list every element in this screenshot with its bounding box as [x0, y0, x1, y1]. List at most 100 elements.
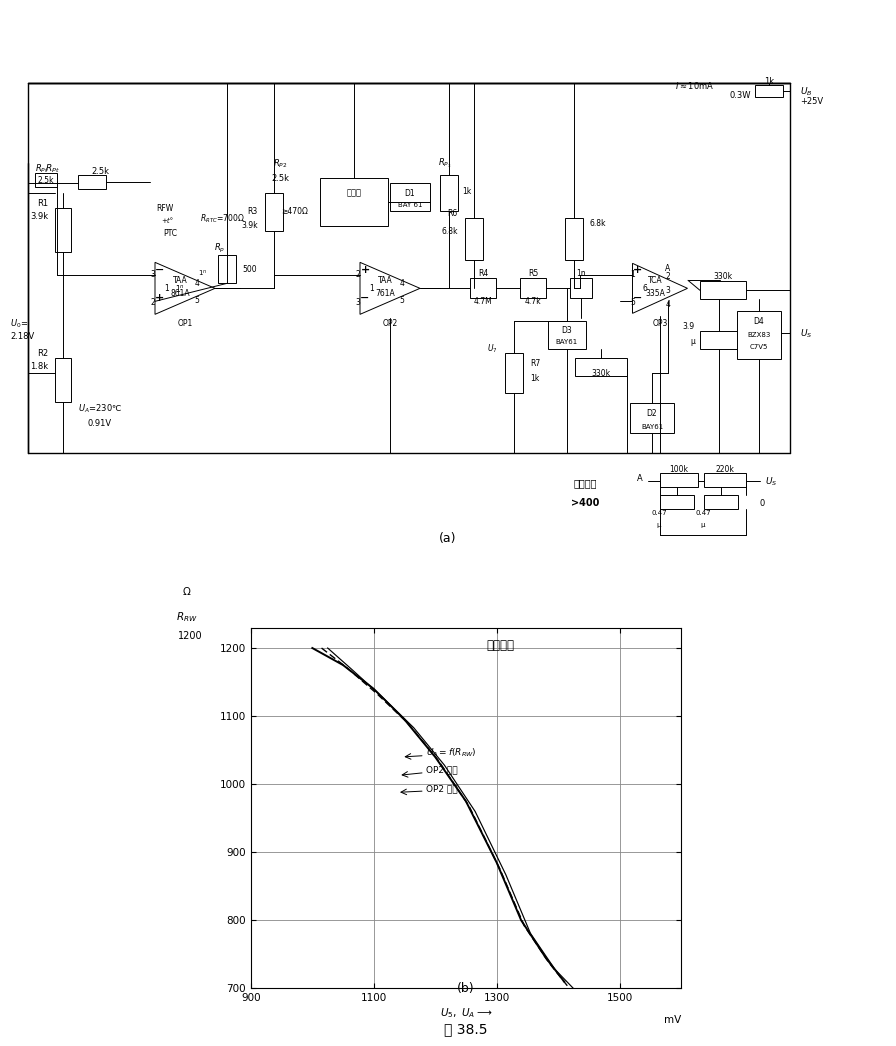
- Text: 220k: 220k: [716, 464, 735, 474]
- Bar: [704, 496, 738, 509]
- Text: C7V5: C7V5: [750, 344, 768, 350]
- Text: R6: R6: [448, 209, 458, 218]
- Text: 2.5k: 2.5k: [91, 167, 109, 176]
- Text: 2: 2: [356, 270, 360, 279]
- Text: 5: 5: [631, 298, 635, 306]
- Text: 6.8k: 6.8k: [442, 227, 458, 235]
- Text: RFW: RFW: [157, 204, 174, 212]
- Text: 761A: 761A: [375, 289, 395, 298]
- Text: $U_A$=230℃: $U_A$=230℃: [78, 402, 122, 414]
- Text: +: +: [633, 266, 642, 275]
- Text: 1n: 1n: [576, 269, 586, 278]
- Text: 2.5k: 2.5k: [271, 174, 289, 183]
- Text: OP1: OP1: [177, 319, 193, 327]
- Text: 4.7k: 4.7k: [525, 297, 541, 305]
- Text: $R_{P2}$: $R_{P2}$: [272, 157, 288, 169]
- Text: BAY61: BAY61: [641, 425, 663, 430]
- Text: 電路特性: 電路特性: [487, 639, 514, 653]
- Text: 濾波系數: 濾波系數: [573, 478, 597, 488]
- Text: 3.9: 3.9: [683, 322, 695, 331]
- Bar: [755, 86, 783, 97]
- Bar: [320, 178, 388, 226]
- Text: 330k: 330k: [591, 369, 610, 378]
- Text: $R_{Pt}$: $R_{Pt}$: [35, 162, 49, 175]
- Text: $1^n$: $1^n$: [175, 282, 185, 294]
- Text: A: A: [666, 264, 670, 273]
- Text: Ω: Ω: [183, 587, 190, 597]
- Text: R1: R1: [37, 199, 48, 208]
- Text: 100k: 100k: [669, 464, 688, 474]
- Text: $1^n$: $1^n$: [198, 269, 208, 278]
- Text: TCA: TCA: [648, 276, 662, 285]
- Text: 0.3W: 0.3W: [729, 91, 751, 99]
- Bar: [505, 354, 523, 393]
- Bar: [55, 208, 71, 252]
- Text: 2.18V: 2.18V: [10, 332, 34, 341]
- Text: 1k: 1k: [530, 373, 539, 383]
- Bar: [565, 219, 583, 260]
- Text: 1: 1: [631, 270, 635, 279]
- Y-axis label: $R_{RW}$: $R_{RW}$: [176, 610, 197, 624]
- Text: $U_0$=: $U_0$=: [10, 317, 29, 329]
- Text: R3: R3: [248, 207, 258, 215]
- Text: 2: 2: [151, 298, 155, 306]
- Bar: [465, 219, 483, 260]
- Bar: [700, 281, 746, 299]
- Text: $U_S$: $U_S$: [765, 475, 778, 487]
- Text: >400: >400: [571, 498, 599, 508]
- Text: μ: μ: [657, 522, 661, 528]
- Text: −: −: [633, 293, 642, 303]
- Bar: [570, 278, 592, 298]
- Text: (b): (b): [457, 981, 475, 995]
- Text: 861A: 861A: [170, 289, 190, 298]
- Bar: [440, 176, 458, 211]
- Bar: [704, 474, 746, 487]
- Text: +: +: [360, 266, 370, 275]
- Text: $I\approx$10mA: $I\approx$10mA: [676, 79, 715, 91]
- Text: $R_{Pt}$: $R_{Pt}$: [45, 162, 59, 175]
- Text: $R_{P_3}$: $R_{P_3}$: [438, 157, 452, 170]
- Bar: [575, 359, 627, 377]
- Text: 6: 6: [642, 283, 648, 293]
- Text: 1: 1: [370, 283, 375, 293]
- Text: 0: 0: [760, 499, 765, 508]
- Text: 3: 3: [356, 298, 360, 306]
- Text: D2: D2: [647, 409, 658, 417]
- Text: ≥470Ω: ≥470Ω: [281, 207, 308, 215]
- Text: 0.91V: 0.91V: [88, 418, 112, 428]
- Text: 1.8k: 1.8k: [30, 362, 48, 371]
- X-axis label: $U_5,\ U_A\longrightarrow$: $U_5,\ U_A\longrightarrow$: [440, 1006, 492, 1020]
- Text: 3: 3: [151, 270, 155, 279]
- Text: D3: D3: [562, 326, 573, 335]
- Text: $R_{RTC}$=700Ω: $R_{RTC}$=700Ω: [200, 212, 245, 225]
- Text: 1: 1: [165, 283, 169, 293]
- Bar: [55, 359, 71, 403]
- Text: 1k: 1k: [764, 76, 774, 86]
- Bar: [700, 332, 738, 349]
- Text: 圖 38.5: 圖 38.5: [444, 1022, 487, 1037]
- Text: 6.8k: 6.8k: [590, 219, 607, 228]
- Text: 335A: 335A: [645, 289, 665, 298]
- Text: 2: 2: [666, 272, 670, 280]
- Text: 0.47: 0.47: [651, 510, 667, 517]
- Text: +25V: +25V: [800, 97, 823, 106]
- Text: TAA: TAA: [377, 276, 392, 285]
- Text: −: −: [360, 293, 370, 303]
- Text: −: −: [155, 266, 165, 275]
- Text: PTC: PTC: [163, 229, 177, 237]
- Text: 330k: 330k: [713, 272, 733, 280]
- Text: 2.5k: 2.5k: [38, 176, 55, 185]
- Text: BAY 61: BAY 61: [398, 202, 422, 208]
- Text: +: +: [155, 293, 165, 303]
- Text: R5: R5: [528, 269, 538, 278]
- Bar: [630, 404, 674, 433]
- Text: $U_A = f(R_{RW})$: $U_A = f(R_{RW})$: [426, 747, 477, 759]
- Bar: [660, 474, 698, 487]
- Text: 3: 3: [666, 286, 670, 295]
- Bar: [737, 312, 781, 360]
- Text: TAA: TAA: [173, 276, 187, 285]
- Text: +t°: +t°: [161, 219, 173, 224]
- Text: 4.7M: 4.7M: [474, 297, 493, 305]
- Text: BAY61: BAY61: [556, 339, 578, 345]
- Bar: [470, 278, 496, 298]
